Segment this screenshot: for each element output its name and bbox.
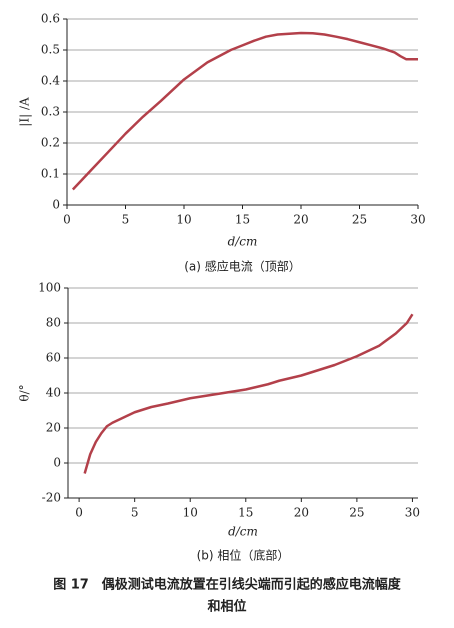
x-tick-label: 5: [122, 213, 130, 227]
y-tick-label: 0.3: [41, 105, 60, 119]
figure-caption: 和相位: [207, 599, 246, 615]
y-tick-label: 0: [53, 456, 61, 470]
y-tick-label: 0.1: [41, 167, 60, 181]
y-tick-label: 20: [46, 421, 61, 435]
y-tick-label: 80: [46, 316, 61, 330]
x-tick-label: 25: [349, 506, 364, 520]
y-tick-label: 0.5: [41, 43, 60, 57]
x-tick-label: 5: [131, 506, 139, 520]
x-axis-label: d/cm: [228, 525, 258, 539]
y-tick-label: 40: [46, 386, 61, 400]
x-tick-label: 15: [238, 506, 253, 520]
x-tick-label: 0: [63, 213, 71, 227]
x-tick-label: 0: [75, 506, 83, 520]
x-tick-label: 20: [293, 213, 308, 227]
y-tick-label: 0: [52, 198, 60, 212]
x-tick-label: 15: [235, 213, 250, 227]
x-tick-label: 30: [410, 213, 425, 227]
x-tick-label: 25: [352, 213, 367, 227]
y-tick-label: 100: [38, 281, 61, 295]
y-axis-label: θ/°: [18, 384, 32, 401]
x-tick-label: 10: [176, 213, 191, 227]
x-axis-label: d/cm: [228, 235, 258, 249]
figure-caption: 图 17 偶极测试电流放置在引线尖端而引起的感应电流幅度: [53, 577, 402, 593]
x-tick-label: 10: [183, 506, 198, 520]
y-axis-label: |I| /A: [18, 97, 32, 127]
y-tick-label: 0.4: [41, 74, 60, 88]
chart-caption: (a) 感应电流（顶部）: [184, 259, 301, 274]
chart-caption: (b) 相位（底部）: [197, 548, 290, 563]
data-line: [83, 313, 414, 474]
x-tick-label: 20: [294, 506, 309, 520]
y-tick-label: 60: [46, 351, 61, 365]
y-tick-label: -20: [42, 491, 61, 505]
x-tick-label: 30: [405, 506, 420, 520]
y-tick-label: 0.2: [41, 136, 60, 150]
data-line: [71, 31, 418, 191]
y-tick-label: 0.6: [41, 12, 60, 26]
